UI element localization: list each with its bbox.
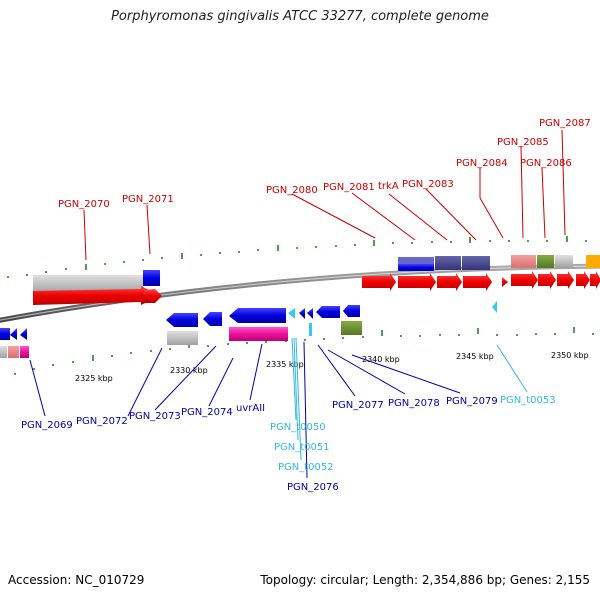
gene-feature xyxy=(144,289,162,303)
gene-feature xyxy=(537,255,554,268)
forward-genes xyxy=(33,255,600,305)
gene-feature xyxy=(309,323,312,336)
gene-feature xyxy=(166,313,198,327)
gene-feature xyxy=(299,308,305,319)
top-gene-labels: PGN_2070 PGN_2071 PGN_2080 PGN_2081 trkA… xyxy=(58,118,591,210)
gene-label: PGN_2073 xyxy=(129,411,181,422)
gene-label: PGN_2074 xyxy=(181,407,233,418)
scale-label: 2335 kbp xyxy=(266,360,304,369)
gene-feature xyxy=(10,328,17,340)
gene-feature xyxy=(288,308,295,319)
gene-label: PGN_t0051 xyxy=(274,442,330,453)
gene-feature xyxy=(362,273,396,291)
bottom-leader-lines xyxy=(29,341,461,479)
gene-feature xyxy=(229,327,288,341)
gene-feature xyxy=(462,256,490,270)
gene-feature xyxy=(203,312,222,326)
gene-feature xyxy=(341,321,362,335)
gene-feature xyxy=(229,308,286,323)
scale-label: 2330 kbp xyxy=(170,366,208,375)
gene-feature xyxy=(463,273,492,291)
gene-feature xyxy=(398,273,436,291)
gene-label: PGN_2077 xyxy=(332,400,384,411)
gene-feature xyxy=(20,346,29,358)
accession-text: Accession: NC_010729 xyxy=(8,573,145,587)
top-tick-marks xyxy=(7,236,587,278)
gene-label: PGN_2076 xyxy=(287,482,339,493)
gene-feature xyxy=(502,277,508,287)
gene-label: PGN_2070 xyxy=(58,199,110,210)
scale-label: 2325 kbp xyxy=(75,374,113,383)
gene-feature xyxy=(0,346,7,358)
gene-feature xyxy=(555,255,573,268)
gene-feature xyxy=(511,255,536,268)
gene-feature xyxy=(511,271,538,289)
gene-label: PGN_2079 xyxy=(446,396,498,407)
gene-feature xyxy=(437,273,462,291)
gene-label: PGN_2069 xyxy=(21,420,73,431)
bottom-gene-labels: PGN_2069 PGN_2072 PGN_2073 PGN_2074 uvrA… xyxy=(21,395,556,493)
gene-feature xyxy=(586,255,600,268)
gene-label: PGN_2083 xyxy=(402,179,454,190)
gene-label: uvrAII xyxy=(236,403,265,414)
cyan-leader-lines xyxy=(291,337,528,461)
scale-label: 2340 kbp xyxy=(362,355,400,364)
gene-label: PGN_t0050 xyxy=(270,422,326,433)
gene-label: PGN_2080 xyxy=(266,185,318,196)
gene-feature xyxy=(33,275,143,293)
gene-label: PGN_2087 xyxy=(539,118,591,129)
gene-feature xyxy=(576,271,590,289)
gene-feature xyxy=(307,308,313,319)
gene-label: PGN_2084 xyxy=(456,158,508,169)
gene-feature xyxy=(0,328,10,340)
scale-labels: 2325 kbp 2330 kbp 2335 kbp 2340 kbp 2345… xyxy=(75,351,589,383)
gene-feature xyxy=(557,271,574,289)
gene-label: PGN_2086 xyxy=(520,158,572,169)
gene-feature xyxy=(590,271,600,289)
scale-label: 2350 kbp xyxy=(551,351,589,360)
gene-feature xyxy=(316,306,340,318)
gene-label: trkA xyxy=(378,181,399,192)
gene-feature xyxy=(20,328,27,340)
gene-label: PGN_t0053 xyxy=(500,395,556,406)
reverse-genes xyxy=(0,301,497,358)
bottom-tick-marks xyxy=(14,327,594,375)
page-title: Porphyromonas gingivalis ATCC 33277, com… xyxy=(111,9,489,24)
gene-feature xyxy=(143,270,160,286)
top-leader-lines xyxy=(83,129,566,261)
gene-label: PGN_2078 xyxy=(388,398,440,409)
gene-label: PGN_2085 xyxy=(497,137,549,148)
gene-label: PGN_t0052 xyxy=(278,462,334,473)
gene-feature xyxy=(343,305,360,317)
gene-feature xyxy=(492,301,497,313)
gene-feature xyxy=(33,286,160,305)
genome-summary-text: Topology: circular; Length: 2,354,886 bp… xyxy=(260,573,590,587)
gene-feature xyxy=(435,256,461,270)
gene-label: PGN_2081 xyxy=(323,182,375,193)
gene-feature xyxy=(167,331,198,345)
scale-label: 2345 kbp xyxy=(456,352,494,361)
gene-label: PGN_2072 xyxy=(76,416,128,427)
gene-feature xyxy=(538,271,556,289)
gene-feature xyxy=(8,346,19,358)
gene-label: PGN_2071 xyxy=(122,194,174,205)
